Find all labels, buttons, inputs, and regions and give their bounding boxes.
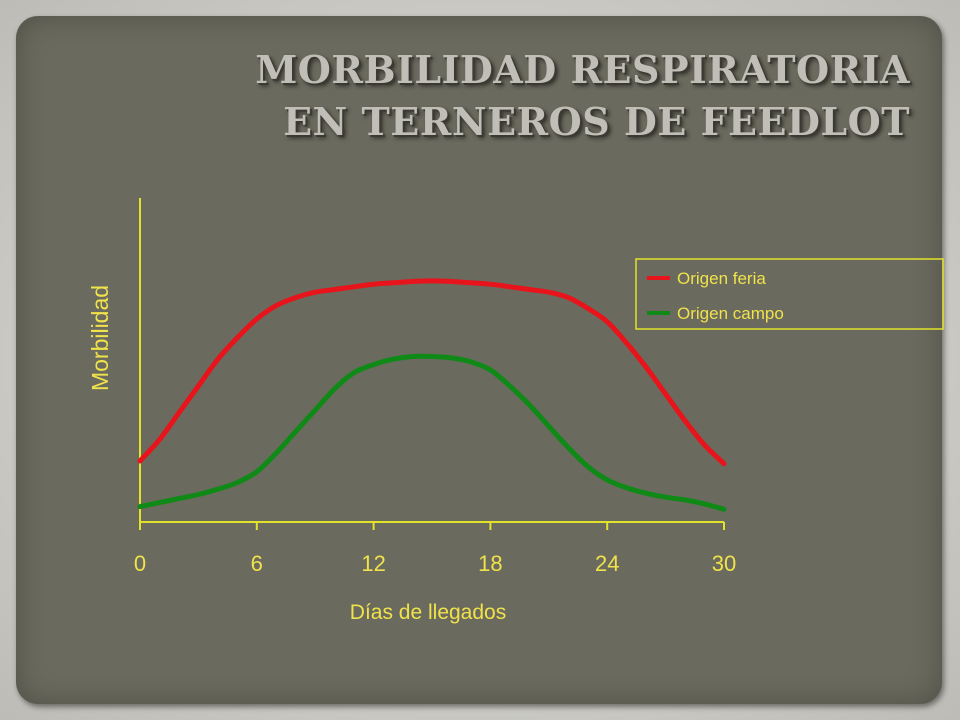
- legend-label-0: Origen feria: [677, 269, 766, 288]
- series-line-origen-feria: [137, 278, 727, 467]
- slide-title: MORBILIDAD RESPIRATORIA EN TERNEROS DE F…: [150, 44, 910, 148]
- x-axis-ticks: [139, 522, 725, 530]
- x-tick-label-30: 30: [712, 551, 736, 576]
- title-line-2: EN TERNEROS DE FEEDLOT: [283, 99, 910, 144]
- x-tick-label-18: 18: [478, 551, 502, 576]
- x-tick-label-6: 6: [251, 551, 263, 576]
- x-axis-label: Días de llegados: [350, 601, 506, 624]
- chart-axes: [139, 198, 724, 523]
- slide-panel: [16, 16, 942, 704]
- x-tick-label-24: 24: [595, 551, 619, 576]
- x-axis-tick-labels: 0 6 12 18 24 30: [134, 551, 736, 576]
- series-line-origen-campo: [137, 353, 727, 512]
- series-lines: [137, 278, 727, 512]
- chart-legend: Origen feria Origen campo: [635, 258, 944, 330]
- title-line-1: MORBILIDAD RESPIRATORIA: [255, 47, 910, 92]
- legend-label-1: Origen campo: [677, 304, 784, 323]
- x-tick-label-0: 0: [134, 551, 146, 576]
- y-axis-label: Morbilidad: [87, 285, 113, 391]
- x-tick-label-12: 12: [361, 551, 385, 576]
- legend-box: [635, 258, 944, 330]
- legend-items: Origen feria Origen campo: [647, 269, 784, 323]
